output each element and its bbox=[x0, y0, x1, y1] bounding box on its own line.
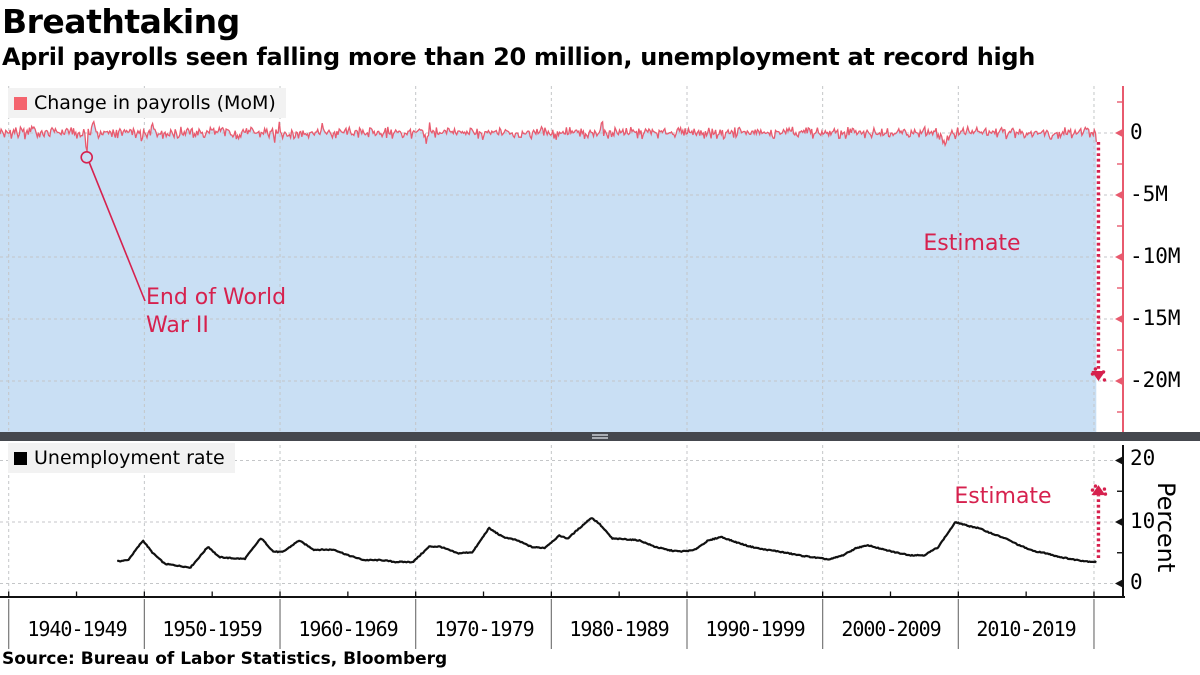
xlabel-1990s: 1990-1999 bbox=[705, 617, 805, 641]
arrowhead-up-icon bbox=[1091, 485, 1106, 496]
legend-payrolls: Change in payrolls (MoM) bbox=[8, 88, 286, 118]
major-tick-icon bbox=[1115, 456, 1123, 465]
page-title: Breathtaking bbox=[2, 2, 240, 41]
estimate-arrow-unemployment bbox=[1090, 484, 1108, 558]
arrow-splatter-dot bbox=[1093, 367, 1098, 371]
estimate-arrow-payrolls bbox=[1090, 142, 1107, 382]
major-tick-icon bbox=[1115, 376, 1123, 386]
page-subtitle: April payrolls seen falling more than 20… bbox=[2, 43, 1036, 71]
payroll-line-series bbox=[0, 120, 1097, 152]
payrolls-legend-swatch-icon bbox=[14, 96, 27, 110]
xlabel-1950s: 1950-1959 bbox=[162, 617, 262, 641]
unemployment-line-series bbox=[117, 517, 1098, 569]
estimate-label-unemployment: Estimate bbox=[954, 484, 1052, 509]
unemployment-legend-label: Unemployment rate bbox=[34, 447, 225, 469]
wwii-circle-marker bbox=[80, 151, 94, 164]
ytick-top-15m: -15M bbox=[1130, 306, 1181, 331]
y-axis-title-percent: Percent bbox=[1152, 482, 1180, 573]
arrow-splatter-dot bbox=[1093, 484, 1098, 488]
arrow-splatter-dot bbox=[1102, 378, 1107, 382]
major-tick-icon bbox=[1115, 190, 1123, 200]
source-attribution: Source: Bureau of Labor Statistics, Bloo… bbox=[2, 649, 448, 669]
ytick-bot-20: 20 bbox=[1130, 446, 1156, 471]
ytick-top-10m: -10M bbox=[1130, 244, 1181, 269]
arrow-splatter-dot bbox=[1102, 487, 1107, 491]
major-tick-icon bbox=[1115, 579, 1123, 588]
payrolls-legend-label: Change in payrolls (MoM) bbox=[34, 92, 276, 114]
wwii-callout-line bbox=[88, 162, 146, 302]
axes-and-ticks bbox=[0, 86, 1125, 649]
unemployment-legend-swatch-icon bbox=[14, 451, 27, 465]
xlabel-1940s: 1940-1949 bbox=[27, 617, 127, 641]
major-tick-icon bbox=[1115, 128, 1123, 138]
ytick-bot-10: 10 bbox=[1130, 509, 1156, 534]
xlabel-1970s: 1970-1979 bbox=[434, 617, 534, 641]
wwii-annotation-text: End of World War II bbox=[146, 285, 287, 338]
splitter-grip-icon bbox=[592, 434, 608, 436]
major-tick-icon bbox=[1115, 517, 1123, 527]
arrow-splatter-dot bbox=[1101, 370, 1106, 374]
arrow-splatter-dot bbox=[1103, 492, 1108, 496]
arrow-splatter-dot bbox=[1090, 372, 1095, 376]
chart-splitter-handle[interactable] bbox=[0, 432, 1200, 441]
ytick-bot-0: 0 bbox=[1130, 570, 1143, 595]
ytick-top-5m: -5M bbox=[1130, 182, 1168, 207]
xlabel-2010s: 2010-2019 bbox=[976, 617, 1076, 641]
ytick-top-20m: -20M bbox=[1130, 368, 1181, 393]
major-tick-icon bbox=[1115, 252, 1123, 262]
xlabel-1960s: 1960-1969 bbox=[298, 617, 398, 641]
estimate-label-payrolls: Estimate bbox=[923, 231, 1021, 256]
legend-unemployment: Unemployment rate bbox=[8, 443, 235, 473]
major-tick-icon bbox=[1115, 314, 1123, 324]
xlabel-1980s: 1980-1989 bbox=[569, 617, 669, 641]
ytick-top-0: 0 bbox=[1130, 120, 1143, 145]
arrowhead-down-icon bbox=[1091, 371, 1106, 381]
xlabel-2000s: 2000-2009 bbox=[841, 617, 941, 641]
arrow-splatter-dot bbox=[1090, 488, 1095, 492]
splitter-grip-icon bbox=[592, 437, 608, 439]
wwii-annotation-marker bbox=[80, 151, 146, 302]
payroll-area-fill bbox=[0, 121, 1097, 433]
